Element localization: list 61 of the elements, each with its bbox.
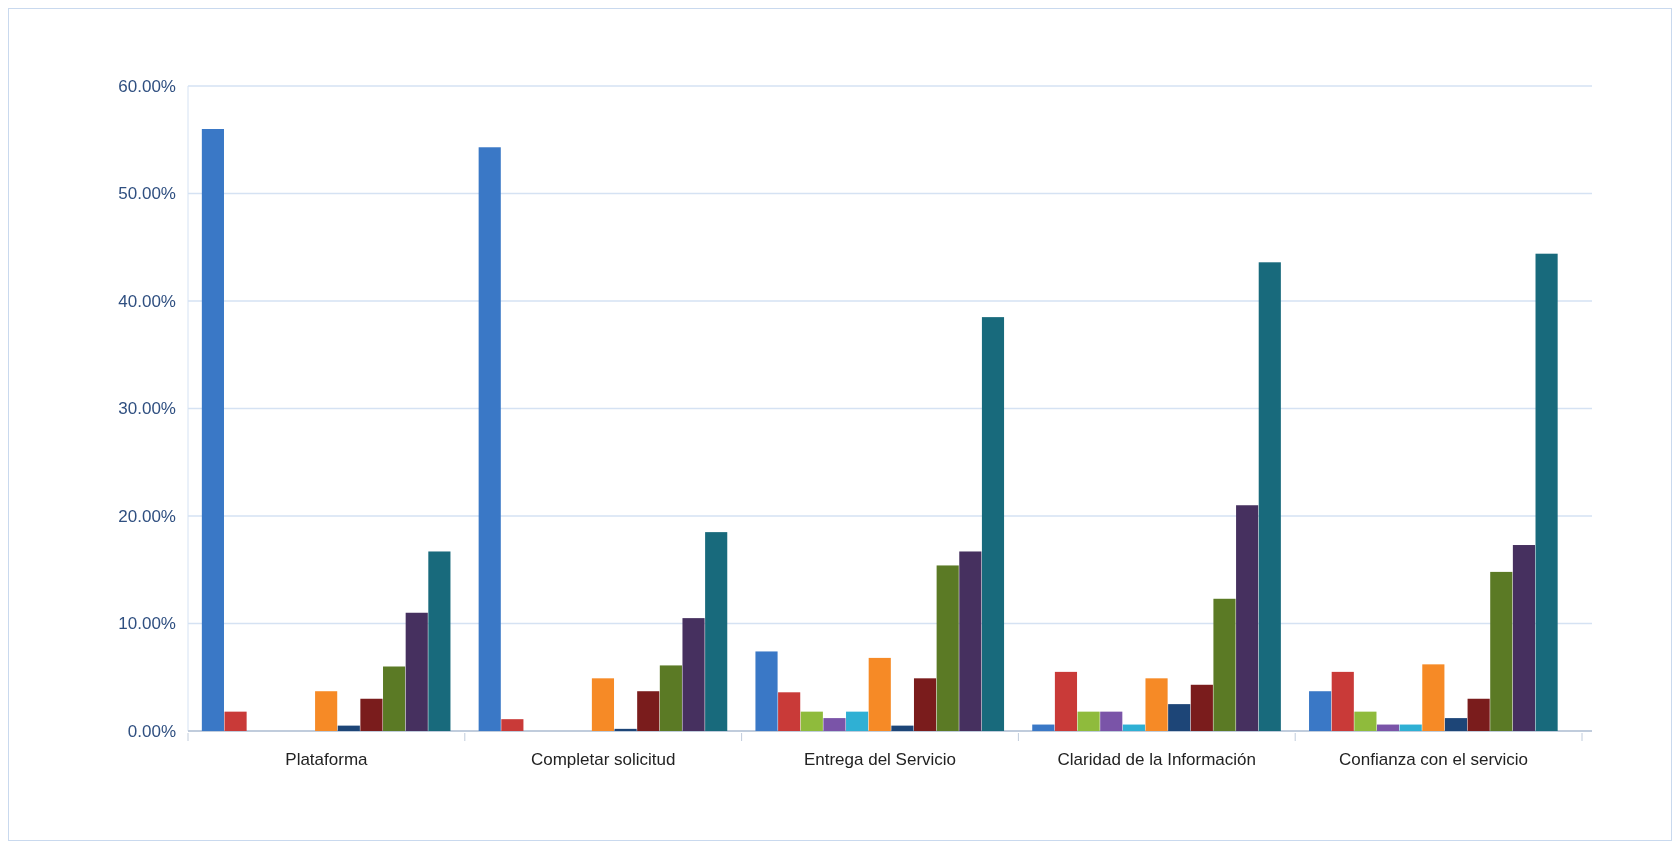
bar	[1512, 545, 1536, 731]
bar	[1535, 253, 1558, 731]
y-tick-label: 0.00%	[127, 721, 176, 741]
bar	[1168, 704, 1191, 731]
bar	[405, 612, 428, 731]
bar	[1236, 505, 1259, 731]
bar	[1422, 664, 1445, 731]
bar	[1190, 684, 1213, 731]
bar	[682, 618, 705, 731]
bar	[659, 665, 682, 731]
bar	[201, 129, 224, 731]
bar	[1122, 724, 1145, 731]
bar	[800, 711, 823, 731]
x-tick-label: Plataforma	[285, 750, 369, 769]
bar	[1309, 691, 1332, 731]
x-tick-label: Entrega del Servicio	[803, 750, 957, 769]
bar	[478, 147, 501, 731]
bar	[1145, 678, 1168, 731]
bar	[591, 678, 615, 731]
bar	[614, 728, 637, 731]
bar	[501, 719, 524, 731]
bar	[315, 691, 338, 731]
bar	[1399, 724, 1422, 731]
x-tick-label: Completar solicitud	[530, 750, 676, 769]
y-tick-label: 50.00%	[118, 184, 176, 204]
y-tick-label: 10.00%	[118, 614, 176, 634]
bar	[778, 692, 801, 731]
bar	[936, 565, 959, 731]
bar	[981, 317, 1005, 731]
bar	[1100, 711, 1123, 731]
bar	[383, 666, 406, 731]
bar	[1376, 724, 1400, 731]
bar	[1077, 711, 1100, 731]
bar	[868, 657, 891, 731]
bar	[1331, 671, 1354, 731]
bar	[637, 691, 660, 731]
x-tick-label: Confianza con el servicio	[1339, 750, 1529, 769]
y-tick-label: 30.00%	[118, 399, 176, 419]
bar	[846, 711, 869, 731]
bar	[224, 711, 247, 731]
bar	[755, 651, 778, 731]
bar	[1258, 262, 1281, 731]
bar	[360, 698, 383, 731]
bar	[959, 551, 982, 731]
x-tick-label: Claridad de la Información	[1057, 750, 1257, 769]
y-tick-label: 20.00%	[118, 506, 176, 526]
bar	[1054, 671, 1078, 731]
bar	[1490, 571, 1513, 731]
bar	[823, 718, 846, 731]
y-tick-label: 60.00%	[118, 76, 176, 96]
bar	[1354, 711, 1377, 731]
bar	[1213, 598, 1236, 731]
bar	[1444, 718, 1468, 731]
bar	[337, 725, 360, 731]
bar	[705, 532, 728, 731]
y-tick-label: 40.00%	[118, 291, 176, 311]
bar	[913, 678, 937, 731]
bar	[1032, 724, 1055, 731]
bar	[891, 725, 914, 731]
bar	[1467, 698, 1490, 731]
bar	[428, 551, 451, 731]
